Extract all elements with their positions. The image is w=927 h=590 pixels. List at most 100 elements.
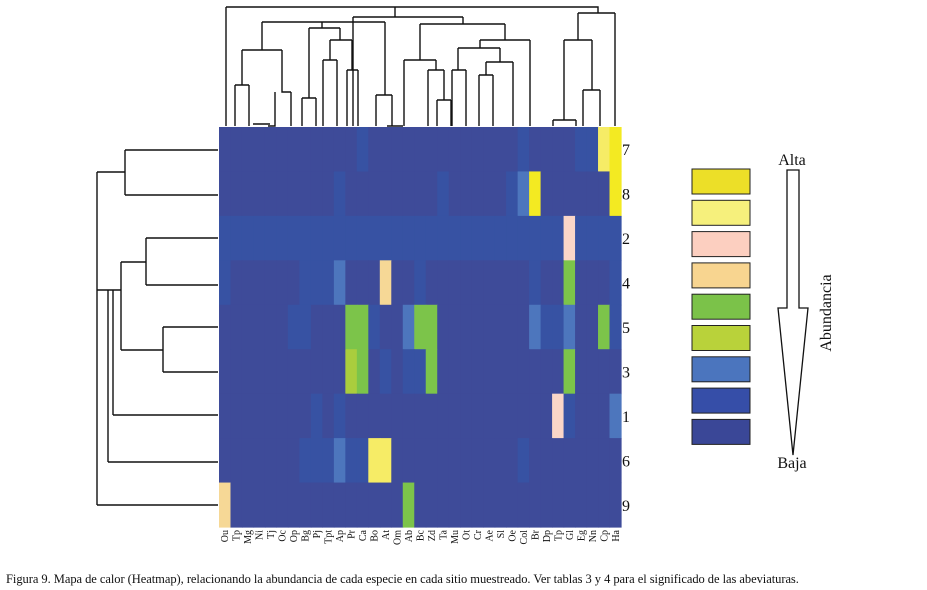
heatmap-cell	[322, 482, 335, 528]
heatmap-cell	[253, 349, 266, 395]
heatmap-cell	[264, 215, 278, 261]
heatmap-cell	[368, 304, 381, 350]
heatmap-cell	[540, 349, 553, 395]
heatmap-cell	[345, 393, 358, 439]
heatmap-cell	[563, 438, 576, 484]
heatmap-cell	[368, 127, 381, 173]
heatmap-cell	[310, 215, 323, 261]
heatmap-cell	[552, 171, 565, 217]
heatmap-cell	[586, 127, 599, 173]
heatmap-cell	[276, 349, 289, 395]
heatmap-cell	[425, 171, 438, 217]
column-label: Op	[289, 530, 300, 542]
heatmap-cell	[506, 304, 519, 350]
column-label: Oc	[278, 529, 289, 541]
heatmap-cell	[517, 393, 530, 439]
heatmap-cell	[253, 304, 266, 350]
row-label: 6	[622, 453, 630, 470]
heatmap-cell	[299, 482, 312, 528]
row-label: 5	[622, 320, 630, 337]
heatmap-cell	[529, 127, 542, 173]
column-label: Bg	[301, 530, 312, 542]
heatmap-cell	[333, 127, 346, 173]
heatmap-cell	[529, 215, 542, 261]
heatmap-cell	[379, 482, 392, 528]
heatmap-cell	[310, 349, 323, 395]
heatmap-cell	[368, 215, 381, 261]
heatmap-cell	[517, 215, 530, 261]
heatmap-cell	[414, 260, 427, 306]
heatmap-cell	[310, 438, 323, 484]
heatmap-cell	[598, 304, 611, 350]
heatmap-cell	[299, 393, 312, 439]
heatmap-cell	[219, 215, 232, 261]
heatmap-cell	[437, 438, 450, 484]
heatmap-cell	[517, 260, 530, 306]
column-label: Pj	[312, 530, 323, 538]
heatmap-cell	[322, 304, 335, 350]
heatmap-cell	[310, 482, 323, 528]
heatmap-cell	[425, 438, 438, 484]
heatmap-cell	[425, 215, 438, 261]
heatmap-cell	[414, 482, 427, 528]
heatmap-cell	[230, 304, 243, 350]
heatmap-cell	[356, 482, 369, 528]
heatmap-cell	[230, 260, 243, 306]
heatmap-cell	[379, 304, 392, 350]
heatmap-cell	[299, 304, 312, 350]
heatmap-cell	[483, 482, 496, 528]
heatmap-cell	[529, 349, 542, 395]
column-label: Pr	[347, 529, 358, 539]
heatmap-cell	[219, 304, 232, 350]
heatmap-cell	[609, 215, 622, 261]
heatmap-cell	[414, 349, 427, 395]
heatmap-cell	[276, 215, 289, 261]
column-label: Ou	[220, 530, 231, 542]
heatmap-cell	[414, 438, 427, 484]
row-label: 2	[622, 231, 630, 248]
heatmap-cell	[609, 482, 622, 528]
heatmap-cell	[333, 171, 346, 217]
heatmap-cell	[598, 215, 611, 261]
heatmap-cell	[402, 349, 415, 395]
column-label: Mu	[450, 530, 461, 544]
column-label: Cr	[473, 529, 484, 540]
heatmap-cell	[219, 393, 232, 439]
heatmap-cell	[219, 127, 232, 173]
heatmap-cell	[552, 438, 565, 484]
heatmap-cell	[598, 171, 611, 217]
heatmap-cell	[586, 260, 599, 306]
heatmap-cell	[241, 304, 255, 350]
row-label: 8	[622, 187, 630, 204]
heatmap-cell	[460, 482, 473, 528]
heatmap-cell	[529, 393, 542, 439]
column-label: Ta	[438, 529, 449, 539]
heatmap-cell	[598, 482, 611, 528]
heatmap-cell	[506, 349, 519, 395]
heatmap-cell	[391, 260, 404, 306]
heatmap-cell	[241, 171, 255, 217]
heatmap-cell	[368, 171, 381, 217]
legend-swatch	[691, 199, 751, 226]
heatmap-cell	[575, 260, 588, 306]
heatmap-cell	[471, 215, 484, 261]
heatmap-cell	[609, 260, 622, 306]
column-label: Tj	[266, 530, 277, 539]
row-label: 9	[622, 498, 630, 515]
heatmap-cell	[437, 349, 450, 395]
column-label: Ap	[335, 530, 346, 542]
heatmap-cell	[310, 127, 323, 173]
heatmap-cell	[230, 393, 243, 439]
heatmap-cell	[460, 260, 473, 306]
heatmap-cell	[575, 215, 588, 261]
heatmap-cell	[598, 349, 611, 395]
figure-caption: Figura 9. Mapa de calor (Heatmap), relac…	[6, 572, 799, 586]
row-label: 4	[622, 276, 630, 293]
heatmap-cell	[575, 482, 588, 528]
column-label: Om	[393, 530, 404, 545]
heatmap-cell	[563, 260, 576, 306]
heatmap-cell	[241, 215, 255, 261]
heatmap-cell	[448, 438, 461, 484]
heatmap-cell	[540, 304, 553, 350]
heatmap-cell	[586, 482, 599, 528]
